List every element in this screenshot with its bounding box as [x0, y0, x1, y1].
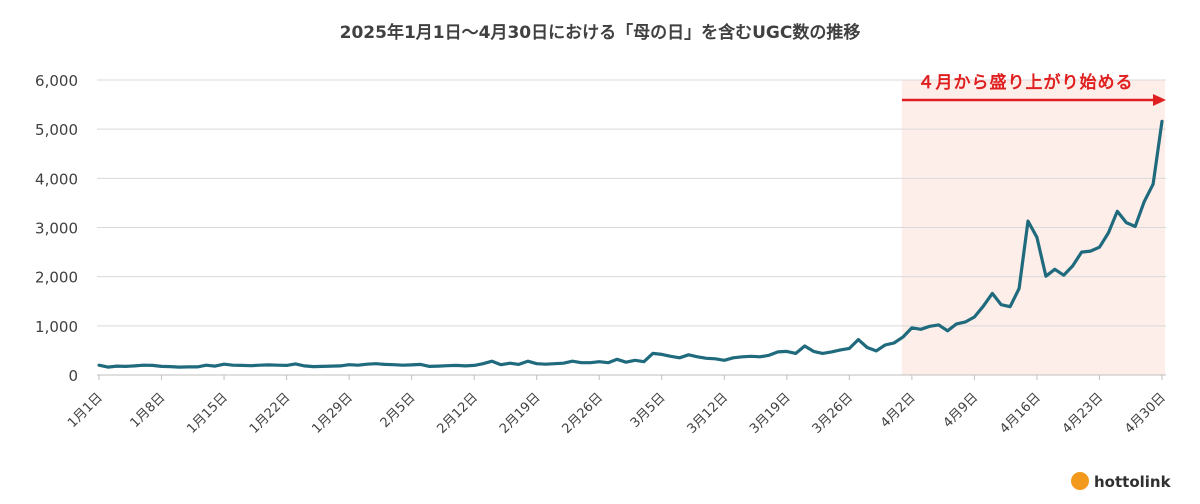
- x-tick-label: 3月12日: [685, 390, 732, 437]
- x-tick-label: 1月15日: [184, 390, 231, 437]
- x-tick-label: 2月26日: [560, 390, 607, 437]
- y-axis-labels: 0 1,000 2,000 3,000 4,000 5,000 6,000: [35, 72, 78, 385]
- x-tick-label: 4月30日: [1122, 390, 1169, 437]
- x-tick-label: 3月19日: [747, 390, 794, 437]
- x-tick-label: 2月5日: [378, 390, 419, 431]
- x-tick-label: 1月22日: [247, 390, 294, 437]
- annotation: ４月から盛り上がり始める: [901, 72, 1166, 106]
- y-tick-label: 1,000: [35, 318, 78, 336]
- x-tick-label: 4月2日: [878, 390, 919, 431]
- annotation-arrowhead: [1153, 94, 1166, 106]
- x-axis: [97, 374, 1166, 380]
- gridlines: [97, 79, 1166, 327]
- chart-title: 2025年1月1日～4月30日における「母の日」を含むUGC数の推移: [340, 22, 861, 43]
- x-tick-label: 1月8日: [128, 390, 169, 431]
- x-tick-label: 2月12日: [434, 390, 481, 437]
- annotation-label: ４月から盛り上がり始める: [917, 72, 1133, 93]
- x-tick-label: 2月19日: [497, 390, 544, 437]
- series-layer: [97, 119, 1164, 369]
- y-tick-label: 5,000: [35, 121, 78, 139]
- logo-text: hottolink: [1094, 473, 1172, 491]
- x-tick-label: 3月26日: [810, 390, 857, 437]
- x-tick-label: 4月16日: [997, 390, 1044, 437]
- x-tick-label: 3月5日: [628, 390, 669, 431]
- y-tick-label: 6,000: [35, 72, 78, 90]
- x-tick-label: 1月29日: [309, 390, 356, 437]
- hottolink-logo: hottolink: [1071, 472, 1172, 491]
- y-tick-label: 4,000: [35, 170, 78, 188]
- y-tick-label: 0: [68, 367, 78, 385]
- x-tick-label: 1月1日: [65, 390, 106, 431]
- logo-icon: [1071, 472, 1089, 490]
- x-tick-label: 4月23日: [1060, 390, 1107, 437]
- series-line: [97, 119, 1164, 369]
- x-axis-labels: 1月1日 1月8日 1月15日 1月22日 1月29日 2月5日 2月12日 2月19日 2月2…: [65, 390, 1169, 437]
- y-tick-label: 3,000: [35, 220, 78, 238]
- y-tick-label: 2,000: [35, 269, 78, 287]
- x-tick-label: 4月9日: [941, 390, 982, 431]
